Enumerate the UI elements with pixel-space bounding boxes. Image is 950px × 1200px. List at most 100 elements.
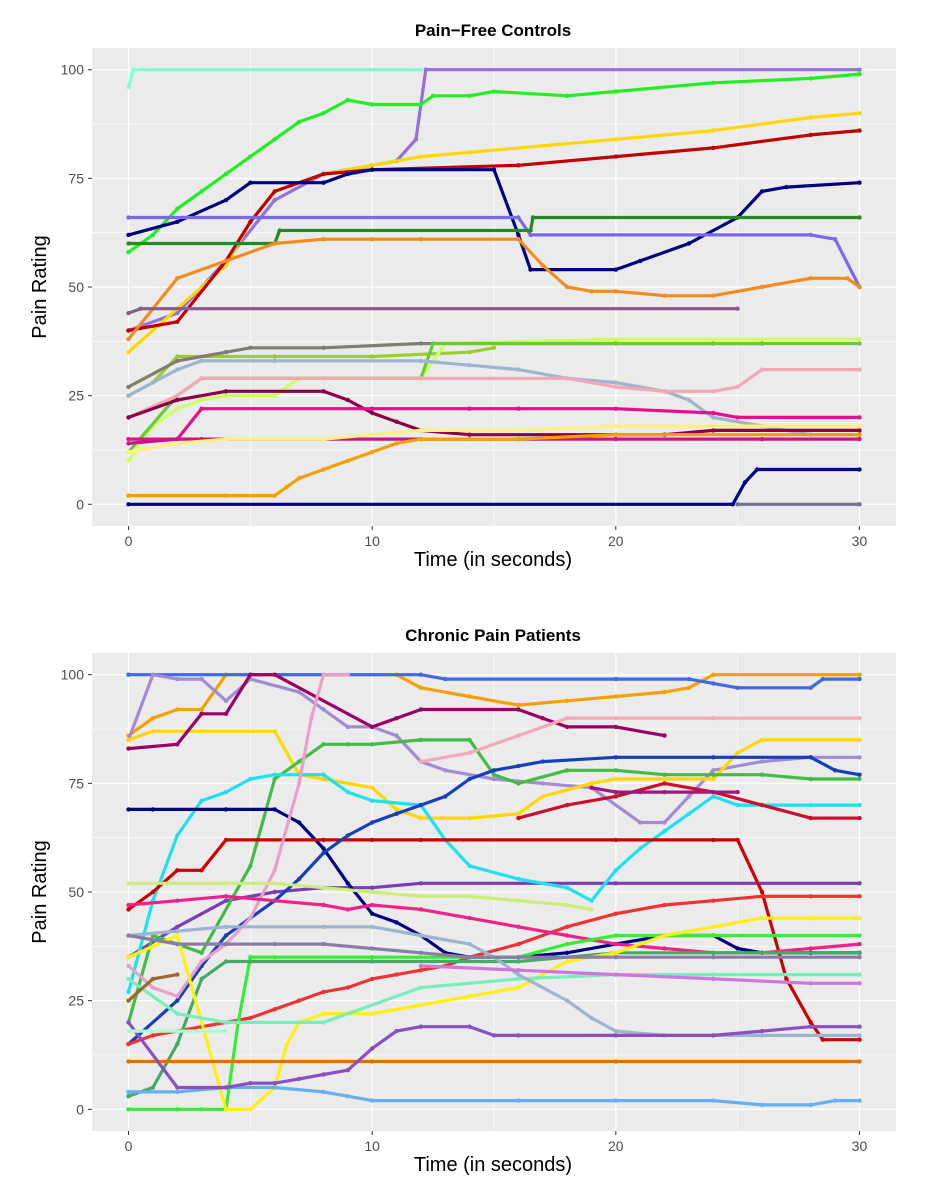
data-point [175,1107,180,1112]
series-medium-purple [126,1020,862,1090]
data-point [467,750,472,756]
data-point [759,284,765,290]
data-point [589,781,594,786]
data-point [711,755,716,760]
data-point [808,815,813,821]
data-point [418,358,424,364]
data-point [808,802,813,808]
data-point [711,768,716,773]
data-point [223,197,229,203]
data-point [857,894,862,899]
data-point [223,350,229,355]
data-point [175,868,180,873]
data-point [711,776,716,782]
data-point [175,742,180,747]
data-point [199,707,204,712]
data-point [662,781,667,786]
data-point [175,928,180,934]
data-point [150,976,156,982]
data-point [223,959,229,964]
data-point [418,881,424,886]
data-point [613,89,618,94]
data-point [126,998,131,1003]
data-point [784,976,789,982]
data-point [443,676,448,682]
data-point [321,776,326,782]
data-point [564,998,570,1003]
data-point [248,955,253,960]
data-point [491,776,497,782]
data-point [711,415,716,420]
data-point [516,436,521,442]
data-point [175,833,180,838]
data-point [272,807,277,812]
data-point [223,711,229,716]
data-point [418,1002,424,1008]
data-point [467,406,472,411]
data-point [516,781,521,786]
data-point [857,981,862,986]
data-point [735,750,740,756]
data-point [467,432,472,437]
data-point [711,389,716,394]
series-dark-orange [126,1059,862,1064]
series-orange [126,432,862,498]
data-point [418,815,424,821]
data-point [613,423,618,429]
data-point [175,898,180,903]
data-point [394,972,399,977]
data-point [150,1085,156,1090]
data-point [491,89,497,94]
data-point [126,672,131,677]
data-point [857,755,862,760]
data-point [248,776,253,782]
x-tick-labels: 0 10 20 30 [125,526,867,549]
data-point [564,93,570,99]
data-point [272,493,277,498]
data-point [370,742,375,747]
data-point [516,959,521,964]
data-point [175,994,180,999]
data-point [613,768,618,773]
data-point [540,781,545,786]
data-point [759,894,765,899]
data-point [321,941,326,947]
data-point [223,894,229,899]
data-point [711,1033,716,1038]
data-point [735,802,740,808]
data-point [394,1028,399,1034]
series-line [126,215,862,289]
data-point [808,915,813,921]
data-point [126,976,131,982]
data-point [808,132,813,138]
data-point [175,406,180,411]
data-point [516,815,521,821]
data-point [711,128,716,133]
data-point [711,898,716,903]
series-line [126,838,862,1042]
data-point [540,794,545,799]
x-tick-label: 0 [125,1138,133,1154]
data-point [272,776,277,782]
data-point [272,889,277,895]
data-point [223,389,229,394]
x-tick-labels: 0 10 20 30 [125,1131,867,1154]
series-line [126,72,862,254]
data-point [711,293,716,298]
y-tick-label: 75 [68,170,84,186]
data-point [540,263,545,268]
data-point [248,1015,253,1021]
data-point [321,467,326,472]
data-point [857,423,862,429]
data-point [857,215,862,220]
data-point [223,881,229,886]
data-point [345,833,350,838]
data-point [126,350,131,355]
data-point [467,694,472,699]
data-point [540,759,545,764]
data-point [759,772,765,777]
data-point [223,436,229,442]
data-point [857,336,862,342]
data-point [370,785,375,790]
data-point [808,981,813,986]
